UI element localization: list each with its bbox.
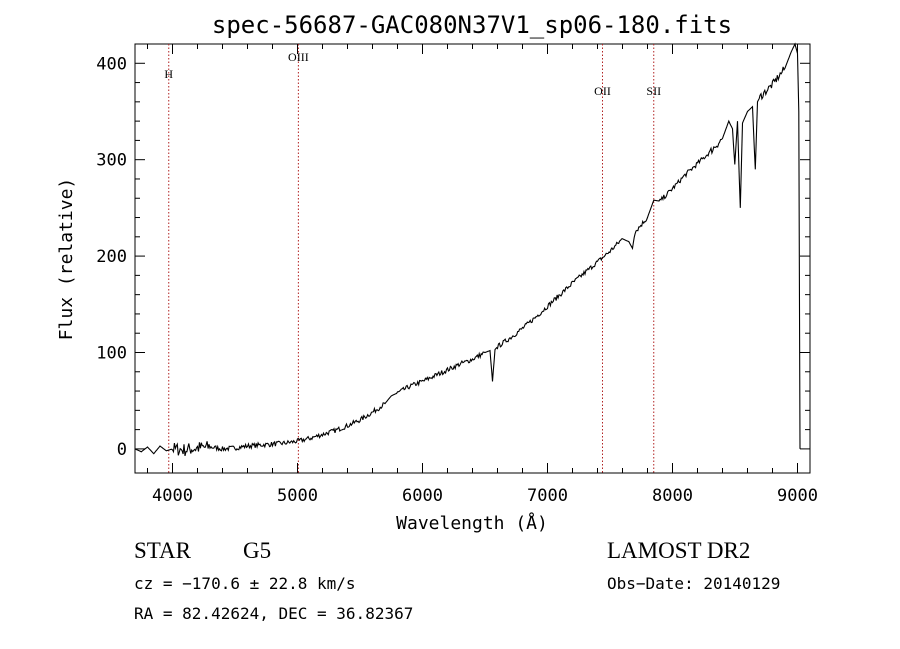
marker-label-sii: SII bbox=[646, 84, 661, 98]
y-axis: 0 100 200 300 400 bbox=[96, 54, 810, 460]
y-tick-label: 400 bbox=[96, 54, 127, 74]
y-tick-label: 200 bbox=[96, 247, 127, 267]
marker-label-oii: OII bbox=[594, 84, 611, 98]
y-tick-label: 0 bbox=[117, 440, 127, 460]
survey-name: LAMOST DR2 bbox=[607, 538, 751, 563]
x-axis-label: Wavelength (Å) bbox=[396, 512, 548, 534]
y-tick-label: 300 bbox=[96, 151, 127, 171]
flux-line bbox=[134, 42, 801, 457]
y-tick-label: 100 bbox=[96, 343, 127, 363]
object-type: STAR bbox=[134, 538, 191, 563]
x-tick-label: 5000 bbox=[277, 486, 318, 506]
observation-date: Obs−Date: 20140129 bbox=[607, 574, 781, 593]
redshift-line: cz = −170.6 ± 22.8 km/s bbox=[134, 574, 356, 593]
x-tick-label: 8000 bbox=[652, 486, 693, 506]
spectral-line-markers: H OIII OII SII bbox=[164, 44, 661, 473]
coordinates-line: RA = 82.42624, DEC = 36.82367 bbox=[134, 604, 414, 623]
plot-frame bbox=[134, 43, 811, 474]
x-tick-label: 6000 bbox=[402, 486, 443, 506]
y-axis-label: Flux (relative) bbox=[56, 178, 77, 341]
flux-series bbox=[134, 42, 801, 457]
x-tick-label: 4000 bbox=[152, 486, 193, 506]
chart-title: spec-56687-GAC080N37V1_sp06-180.fits bbox=[212, 11, 732, 39]
x-tick-label: 7000 bbox=[527, 486, 568, 506]
plot-border bbox=[134, 43, 811, 474]
x-tick-label: 9000 bbox=[777, 486, 818, 506]
marker-label-h: H bbox=[164, 67, 173, 81]
marker-label-oiii: OIII bbox=[288, 50, 309, 64]
object-subclass: G5 bbox=[243, 538, 272, 563]
x-axis: 4000 5000 6000 7000 8000 9000 bbox=[147, 44, 818, 506]
